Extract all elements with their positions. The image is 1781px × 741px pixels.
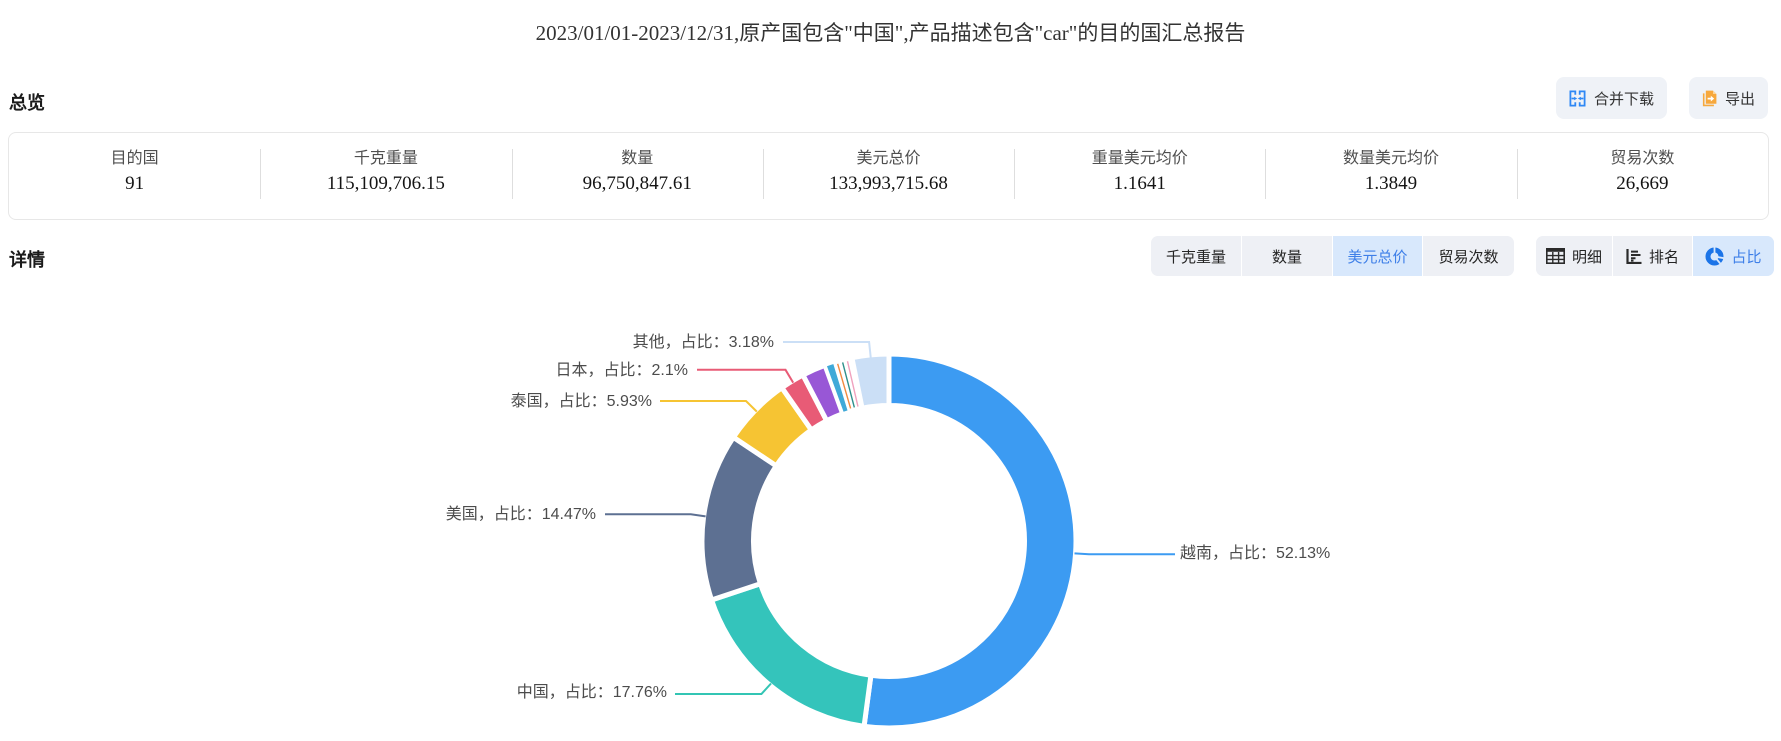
svg-text:美国，占比：14.47%: 美国，占比：14.47% <box>446 505 596 523</box>
svg-text:日本，占比：2.1%: 日本，占比：2.1% <box>556 361 688 379</box>
svg-text:越南，占比：52.13%: 越南，占比：52.13% <box>1180 544 1330 562</box>
svg-text:中国，占比：17.76%: 中国，占比：17.76% <box>517 683 667 701</box>
svg-text:其他，占比：3.18%: 其他，占比：3.18% <box>633 333 774 351</box>
svg-text:泰国，占比：5.93%: 泰国，占比：5.93% <box>511 392 652 410</box>
